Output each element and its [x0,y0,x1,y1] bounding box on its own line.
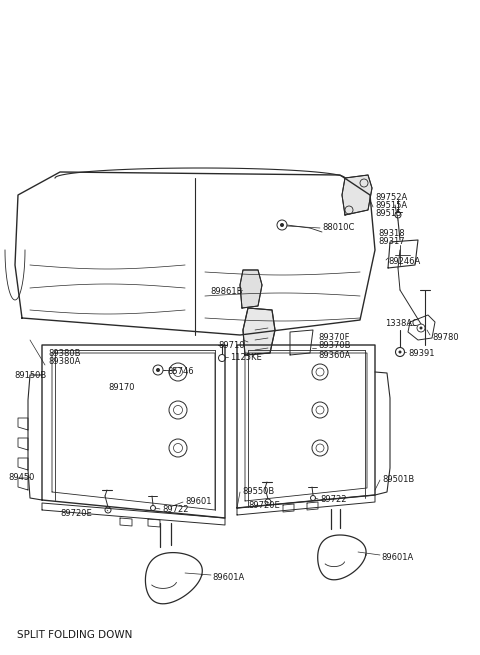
Circle shape [398,350,401,354]
Text: 89246A: 89246A [388,257,420,267]
Text: 89601A: 89601A [381,553,413,561]
Text: 89710: 89710 [218,341,244,350]
Text: 89391: 89391 [408,350,434,358]
Text: 89601: 89601 [185,498,212,506]
Text: 89601A: 89601A [212,572,244,582]
Text: 89720E: 89720E [248,500,280,510]
Text: 89550B: 89550B [242,487,274,496]
Polygon shape [342,175,372,215]
Polygon shape [243,308,275,355]
Text: 89150B: 89150B [14,371,46,379]
Text: 85746: 85746 [167,367,193,375]
Text: 89380B: 89380B [48,348,81,358]
Text: 89720E: 89720E [60,508,92,517]
Circle shape [420,326,422,329]
Text: 89722: 89722 [320,495,347,504]
Text: 89360A: 89360A [318,350,350,360]
Text: 1338AC: 1338AC [385,318,418,328]
Text: SPLIT FOLDING DOWN: SPLIT FOLDING DOWN [17,630,132,640]
Text: 89317: 89317 [378,238,405,246]
Text: 89450: 89450 [8,472,35,481]
Text: 89780: 89780 [432,333,458,343]
Text: 89752A: 89752A [375,193,407,202]
Text: 89370B: 89370B [318,341,350,350]
Text: 1125KE: 1125KE [230,352,262,362]
Text: 89380A: 89380A [48,358,80,367]
Text: 89501B: 89501B [382,476,414,485]
Text: 89170: 89170 [108,383,134,392]
Polygon shape [240,270,262,308]
Polygon shape [318,535,366,580]
Text: 88010C: 88010C [322,223,354,233]
Text: 89722: 89722 [162,506,189,514]
Polygon shape [145,553,202,604]
Polygon shape [15,172,375,335]
Text: 89515A: 89515A [375,200,407,210]
Text: 89861B: 89861B [210,288,242,297]
Text: 89515: 89515 [375,208,401,217]
Circle shape [156,368,160,372]
Circle shape [280,223,284,227]
Text: 89370F: 89370F [318,333,349,341]
Text: 89318: 89318 [378,229,405,238]
